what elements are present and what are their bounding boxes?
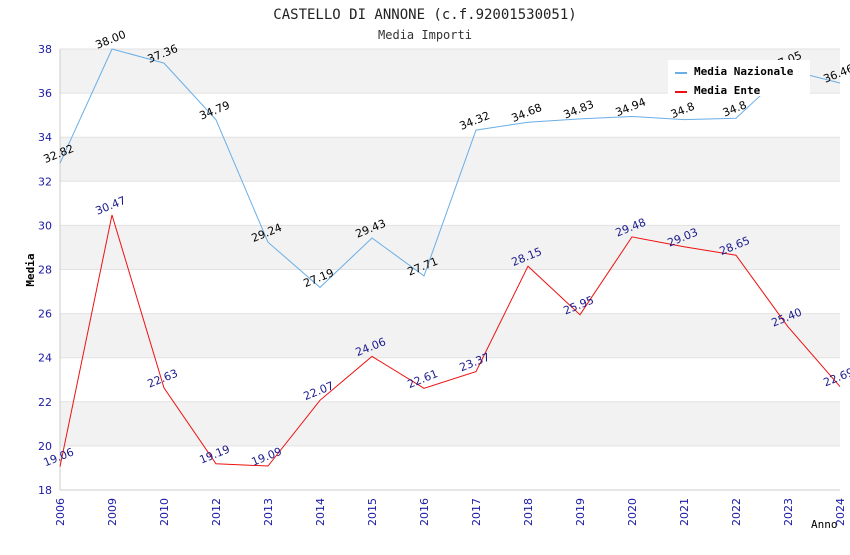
grid-band	[60, 313, 840, 358]
grid-band	[60, 269, 840, 314]
y-tick-label: 30	[38, 219, 52, 232]
x-tick-labels: 2006 2009 2010 2012 2013 2014 2015 2016 2017 2018…	[54, 498, 847, 526]
legend-label-nazionale: Media Nazionale	[694, 65, 794, 78]
x-tick-label: 2018	[522, 498, 535, 526]
chart-subtitle: Media Importi	[378, 28, 472, 42]
series-line-nazionale	[59, 48, 841, 289]
grid-band	[60, 401, 840, 446]
y-tick-label: 38	[38, 43, 52, 56]
legend: Media Nazionale Media Ente	[668, 60, 810, 97]
x-tick-label: 2009	[106, 498, 119, 526]
grid-band	[60, 137, 840, 182]
x-tick-label: 2019	[574, 498, 587, 526]
legend-label-ente: Media Ente	[694, 84, 761, 97]
y-tick-label: 32	[38, 175, 52, 188]
grid-bands	[60, 49, 840, 490]
x-tick-label: 2020	[626, 498, 639, 526]
y-tick-label: 28	[38, 264, 52, 277]
series-lines	[59, 48, 841, 467]
y-axis-label: Media	[24, 253, 37, 286]
x-tick-label: 2017	[470, 498, 483, 526]
series-line-ente	[59, 214, 841, 467]
x-tick-label: 2010	[158, 498, 171, 526]
x-tick-label: 2014	[314, 498, 327, 526]
y-tick-label: 34	[38, 131, 52, 144]
x-tick-label: 2021	[678, 498, 691, 526]
legend-box	[668, 60, 810, 96]
y-tick-label: 26	[38, 308, 52, 321]
y-tick-label: 20	[38, 440, 52, 453]
y-tick-label: 24	[38, 352, 52, 365]
chart-title: CASTELLO DI ANNONE (c.f.92001530051)	[273, 7, 576, 23]
x-tick-label: 2013	[262, 498, 275, 526]
x-tick-label: 2024	[834, 498, 847, 526]
x-tick-label: 2012	[210, 498, 223, 526]
y-tick-label: 18	[38, 484, 52, 497]
x-tick-label: 2006	[54, 498, 67, 526]
y-tick-label: 22	[38, 396, 52, 409]
x-tick-label: 2015	[366, 498, 379, 526]
x-tick-label: 2016	[418, 498, 431, 526]
x-tick-label: 2022	[730, 498, 743, 526]
grid-band	[60, 445, 840, 490]
data-label-nazionale: 38.00	[94, 28, 128, 52]
x-tick-label: 2023	[782, 498, 795, 526]
grid-band	[60, 93, 840, 138]
grid-band	[60, 225, 840, 270]
y-tick-label: 36	[38, 87, 52, 100]
x-axis-label: Anno	[811, 518, 838, 531]
axes	[59, 49, 840, 491]
y-tick-labels: 18 20 22 24 26 28 30 32 34 36 38	[38, 43, 52, 497]
